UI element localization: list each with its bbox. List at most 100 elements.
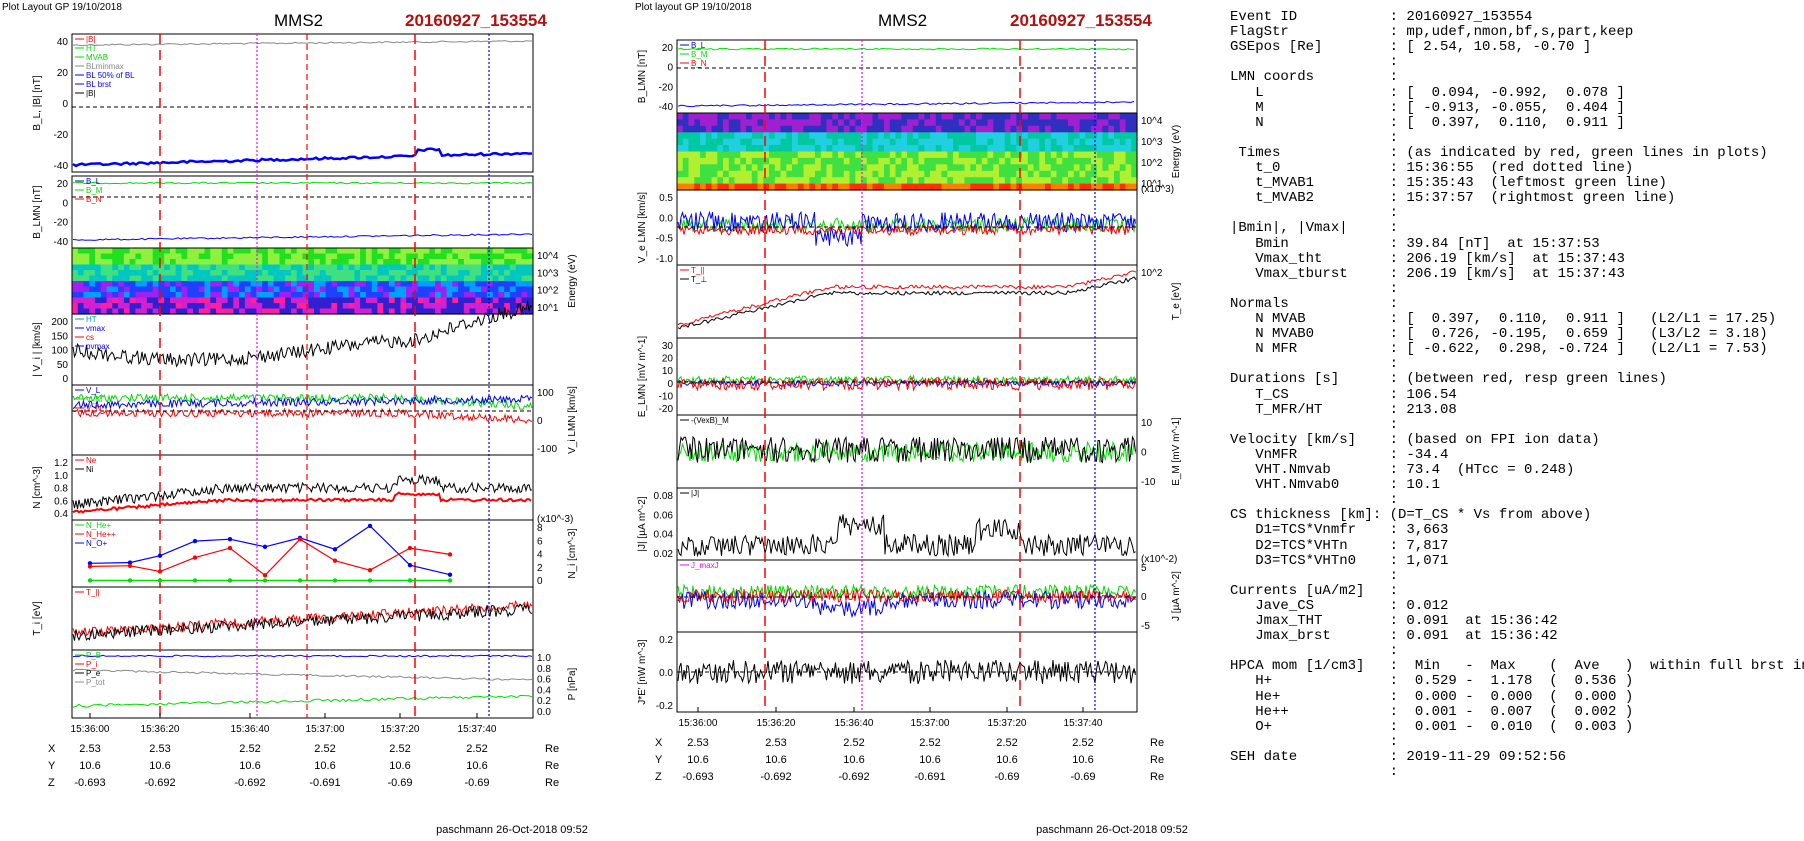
legend-label: B_M: [691, 50, 708, 59]
position-value: 10.6: [996, 754, 1017, 766]
series-line: [677, 376, 1136, 392]
legend-label: N_He++: [86, 530, 116, 539]
position-value: 10.6: [843, 754, 864, 766]
y-tick-label: 0: [62, 198, 68, 209]
info-line: VnMFR : -34.4: [1230, 446, 1449, 463]
y-tick-label: 0.04: [654, 530, 674, 541]
y-tick-label: 0.02: [654, 549, 674, 560]
panel-em: 10 0 -10 E_M [mV m^-1] -(VexB)_M: [676, 414, 1182, 489]
y-axis-label: Energy (eV): [567, 254, 578, 307]
y-tick-label: -100: [537, 444, 557, 455]
legend-label: B_M: [86, 186, 103, 195]
y-tick-label: 0: [667, 63, 673, 74]
info-line: SEH date : 2019-11-29 09:52:56: [1230, 748, 1567, 765]
series-line: [72, 181, 533, 185]
position-unit: Re: [1150, 737, 1164, 749]
position-value: 2.52: [843, 737, 864, 749]
info-line: :: [1230, 416, 1399, 433]
y-tick-label: 200: [51, 317, 68, 328]
legend-label: T_||: [691, 266, 705, 275]
position-value: 2.52: [389, 743, 410, 755]
panel-ti: T_i [eV] T_||: [32, 586, 534, 651]
position-unit: Re: [1150, 754, 1164, 766]
y-axis-label: B_LMN [nT]: [637, 50, 648, 104]
legend-label: B_N: [691, 59, 707, 68]
y-tick-label: -40: [54, 237, 69, 248]
position-value: 10.6: [466, 760, 487, 772]
y-tick-label: -5: [1141, 621, 1150, 632]
info-line: :: [1230, 356, 1399, 373]
legend-label: V_M: [86, 395, 103, 404]
info-line: N MFR : [ -0.622, 0.298, -0.724 ] (L2/L1…: [1230, 341, 1768, 358]
info-line: FlagStr : mp,udef,nmon,bf,s,part,keep: [1230, 24, 1634, 41]
y-tick-label: 1.0: [54, 471, 68, 482]
event-info-panel: Event ID : 20160927_153554 FlagStr : mp,u…: [1230, 10, 1804, 830]
panel-frame: [71, 454, 534, 521]
series-line: [72, 407, 533, 425]
series-line: [678, 223, 1136, 237]
data-point: [407, 563, 413, 568]
series-line: [677, 659, 1136, 685]
legend-label: B_L: [86, 177, 101, 186]
y-tick-label: -40: [54, 161, 69, 172]
legend-label: |B|: [86, 35, 96, 44]
legend-label: N_He+: [86, 521, 111, 530]
series-line: [89, 525, 451, 576]
info-line: M : [ -0.913, -0.055, 0.404 ]: [1230, 99, 1625, 116]
position-value: 10.6: [1072, 754, 1093, 766]
series-line: [72, 147, 533, 168]
info-line: H+ : 0.529 - 1.178 ( 0.536 ): [1230, 673, 1634, 690]
panel-ni: 8 6 4 2 0 N_i [cm^-3] (x10^-3) N_He+N_He++N_O+: [71, 514, 578, 588]
y-axis-label: |J| [µA m^-2]: [637, 496, 648, 551]
plot-title: MMS2: [274, 11, 323, 30]
legend-label: |B|: [86, 89, 96, 98]
info-line: :: [1230, 205, 1399, 222]
spectrogram: [72, 248, 534, 315]
info-line: VHT.Nmvab : 73.4 (HTcc = 0.248): [1230, 462, 1575, 478]
panel-frame: [71, 519, 534, 588]
y-tick-label: -10: [1141, 477, 1156, 488]
info-line: He++ : 0.001 - 0.007 ( 0.002 ): [1230, 703, 1634, 720]
data-point: [367, 523, 373, 529]
info-line: N : [ 0.397, 0.110, 0.911 ]: [1230, 114, 1625, 131]
info-line: Durations [s] : (between red, resp green…: [1230, 371, 1667, 388]
position-unit: Re: [545, 743, 559, 755]
data-point: [262, 578, 268, 583]
panel-frame: [71, 313, 534, 386]
y-tick-label: 10^1: [1141, 179, 1163, 190]
panel-spec: 10^4 10^3 10^2 10^1 Energy (eV): [71, 247, 578, 315]
y-tick-label: 0.08: [654, 491, 674, 502]
data-point: [127, 560, 133, 565]
y-tick-label: 10^2: [1141, 158, 1163, 169]
info-line: HPCA mom [1/cm3] : Min - Max ( Ave ) wit…: [1230, 658, 1804, 675]
plot-footer: paschmann 26-Oct-2018 09:52: [436, 824, 588, 836]
panel-blmn: 20 0 -20 -40 B_LMN [nT] B_LB_MB_N: [32, 175, 534, 249]
y-tick-label: -10: [659, 391, 674, 402]
data-point: [367, 568, 373, 573]
panel-frame: [676, 39, 1138, 114]
series-line: [677, 589, 1136, 619]
y-tick-label: 0: [62, 374, 68, 385]
position-row-label: Z: [48, 777, 55, 789]
y-axis-label: B_L, |B| [nT]: [32, 75, 43, 130]
y-tick-label: 1.0: [537, 653, 551, 664]
y-tick-label: 50: [57, 360, 69, 371]
info-line: t_MVAB1 : 15:35:43 (leftmost green line): [1230, 175, 1667, 192]
y-axis-label: J*E' [nW m^-3]: [637, 639, 648, 705]
y-tick-label: 10: [662, 366, 674, 377]
y-axis-label: J [µA m^-2]: [1171, 571, 1182, 621]
series-line: [72, 40, 532, 47]
position-value: -0.691: [914, 771, 945, 783]
y-tick-label: -20: [659, 82, 674, 93]
y-tick-label: 40: [57, 37, 69, 48]
y-tick-label: 150: [51, 331, 68, 342]
x-tick-label: 15:36:00: [679, 718, 718, 729]
series-line: [677, 276, 1137, 330]
legend-label: Ni: [86, 465, 94, 474]
x-tick-label: 15:37:00: [306, 724, 345, 735]
x-tick-label: 15:36:40: [835, 718, 874, 729]
x-tick-label: 15:37:00: [911, 718, 950, 729]
data-point: [87, 564, 93, 569]
data-point: [127, 563, 133, 568]
legend-label: pvmax: [86, 342, 110, 351]
